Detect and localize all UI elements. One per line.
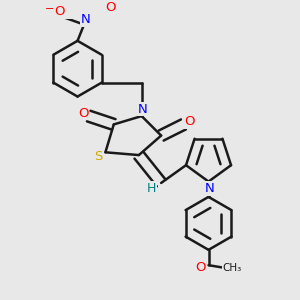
- Text: O: O: [106, 1, 116, 14]
- Text: O: O: [195, 261, 206, 274]
- Text: S: S: [94, 150, 103, 163]
- Text: O: O: [184, 115, 194, 128]
- Text: H: H: [147, 182, 156, 195]
- Text: CH₃: CH₃: [223, 263, 242, 273]
- Text: N: N: [138, 103, 148, 116]
- Text: −: −: [45, 4, 54, 14]
- Text: N: N: [81, 14, 91, 26]
- Text: N: N: [205, 182, 215, 195]
- Text: O: O: [78, 107, 88, 120]
- Text: O: O: [54, 5, 65, 18]
